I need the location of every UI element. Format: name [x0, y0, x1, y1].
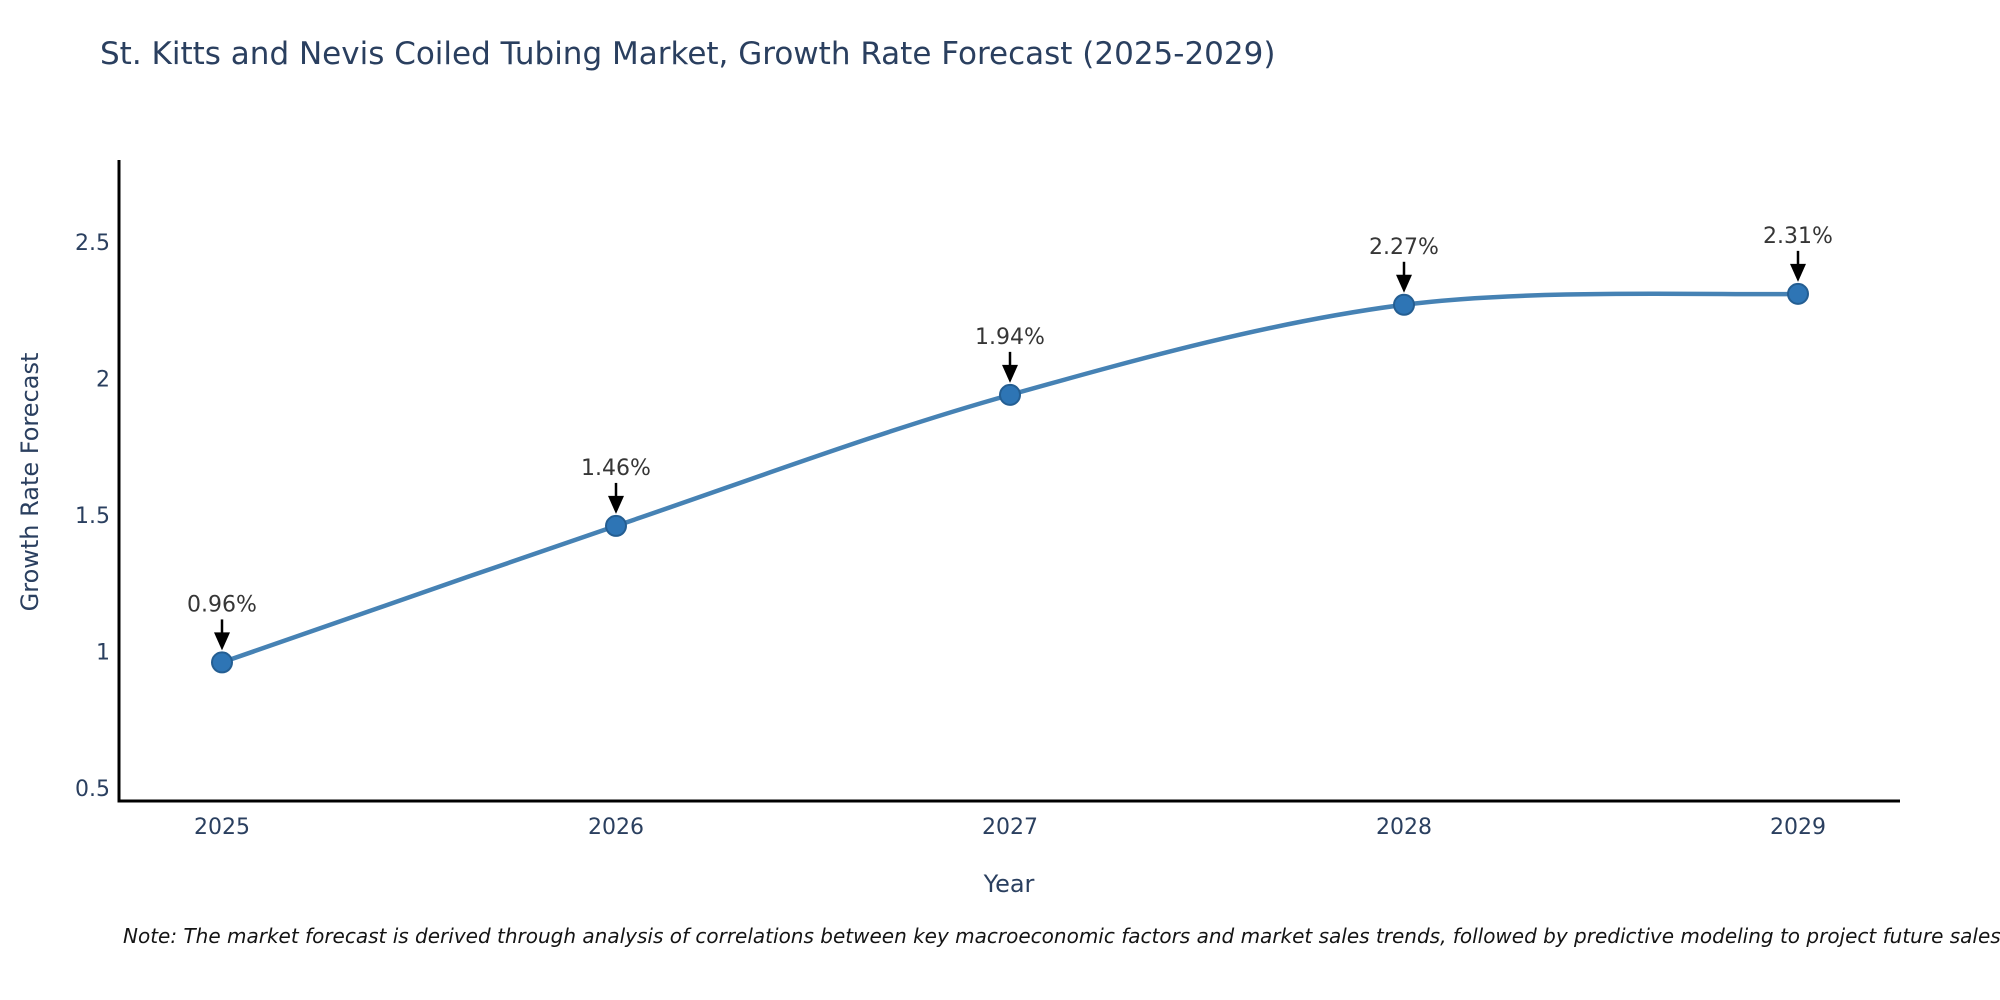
x-axis-title: Year [983, 870, 1035, 898]
x-tick-label: 2027 [982, 815, 1038, 840]
annotation-label: 1.94% [975, 325, 1045, 350]
chart-title: St. Kitts and Nevis Coiled Tubing Market… [100, 36, 1276, 72]
x-tick-label: 2026 [588, 815, 644, 840]
annotation-label: 1.46% [581, 456, 651, 481]
annotation-arrowhead-icon [214, 632, 230, 651]
annotation-label: 2.27% [1369, 235, 1439, 260]
footnote: Note: The market forecast is derived thr… [123, 924, 2000, 948]
data-point-marker [999, 383, 1021, 406]
x-tick-label: 2029 [1770, 815, 1826, 840]
y-tick-label: 1.5 [75, 504, 110, 529]
annotation-label: 0.96% [187, 592, 257, 617]
data-point-marker [1787, 282, 1809, 305]
annotation-arrowhead-icon [1790, 263, 1806, 282]
annotation-arrowhead-icon [608, 495, 624, 514]
data-point-marker [1393, 293, 1415, 316]
data-point-marker [605, 514, 627, 537]
annotation-arrowhead-icon [1396, 274, 1412, 293]
y-tick-label: 1 [96, 641, 110, 666]
y-tick-label: 0.5 [75, 777, 110, 802]
annotation-label: 2.31% [1763, 224, 1833, 249]
y-axis-title: Growth Rate Forecast [16, 352, 44, 612]
y-tick-label: 2.5 [75, 231, 110, 256]
y-tick-label: 2 [96, 368, 110, 393]
x-tick-label: 2028 [1376, 815, 1432, 840]
annotation-arrowhead-icon [1002, 364, 1018, 383]
x-tick-label: 2025 [194, 815, 250, 840]
data-point-marker [211, 651, 233, 674]
